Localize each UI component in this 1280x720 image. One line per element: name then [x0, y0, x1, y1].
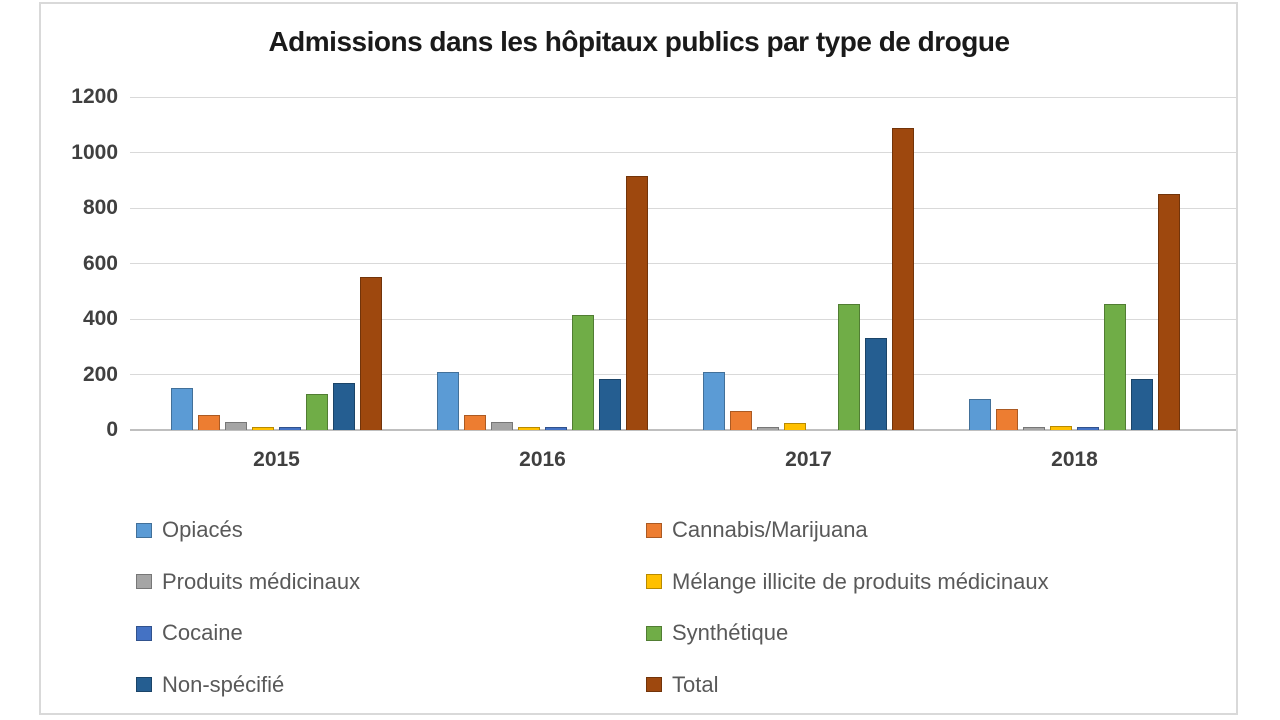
gridline: [130, 96, 1236, 98]
y-axis-tick-label: 400: [82, 307, 118, 330]
bar-m-lange-illicite-de-produits-m-dicinaux-2017: [784, 423, 806, 430]
bar-cocaine-2015: [279, 427, 301, 430]
legend-swatch-icon: [136, 677, 152, 692]
bar-m-lange-illicite-de-produits-m-dicinaux-2018: [1050, 425, 1072, 430]
x-axis-line: [130, 429, 1236, 431]
y-axis-tick-label: 800: [82, 196, 118, 219]
bar-cocaine-2016: [545, 427, 567, 430]
legend-swatch-icon: [646, 574, 662, 589]
bar-cannabis-marijuana-2016: [464, 414, 486, 430]
y-axis-tick-label: 1000: [71, 140, 118, 164]
legend-item-m-lange-illicite-de-produits-m-dicinaux: Mélange illicite de produits médicinaux: [646, 567, 1049, 597]
bar-opiac-s-2017: [703, 371, 725, 430]
bar-produits-m-dicinaux-2018: [1023, 427, 1045, 430]
gridline: [130, 207, 1236, 209]
gridline: [130, 318, 1236, 320]
bar-opiac-s-2018: [969, 399, 991, 430]
bar-total-2016: [626, 176, 648, 430]
bar-cocaine-2018: [1077, 427, 1099, 430]
bar-opiac-s-2016: [437, 371, 459, 430]
bar-synth-tique-2017: [838, 303, 860, 430]
bar-cannabis-marijuana-2018: [996, 409, 1018, 430]
x-axis-category-label: 2017: [785, 448, 832, 471]
gridline: [130, 374, 1236, 375]
legend-label: Opiacés: [162, 517, 243, 542]
x-axis-category-label: 2018: [1051, 448, 1098, 471]
bar-non-sp-cifi--2017: [865, 338, 887, 430]
y-axis-tick-label: 600: [82, 251, 118, 275]
legend-label: Total: [672, 671, 719, 697]
legend-swatch-icon: [136, 574, 152, 589]
legend-item-cocaine: Cocaine: [136, 618, 243, 648]
legend-item-synth-tique: Synthétique: [646, 618, 788, 648]
bar-synth-tique-2018: [1104, 303, 1126, 430]
gridline: [130, 152, 1236, 153]
x-axis-category-label: 2016: [519, 448, 566, 471]
legend-item-produits-m-dicinaux: Produits médicinaux: [136, 567, 360, 597]
legend-swatch-icon: [646, 677, 662, 692]
bar-m-lange-illicite-de-produits-m-dicinaux-2016: [518, 427, 540, 430]
bar-cannabis-marijuana-2015: [198, 414, 220, 430]
bar-opiac-s-2015: [171, 388, 193, 430]
bar-total-2015: [360, 277, 382, 430]
legend-label: Cannabis/Marijuana: [672, 517, 868, 542]
legend-swatch-icon: [646, 522, 662, 538]
bar-m-lange-illicite-de-produits-m-dicinaux-2015: [252, 427, 274, 430]
bar-produits-m-dicinaux-2015: [225, 421, 247, 430]
bar-non-sp-cifi--2015: [333, 382, 355, 430]
bar-total-2017: [892, 127, 914, 430]
legend-item-cannabis-marijuana: Cannabis/Marijuana: [646, 515, 868, 545]
legend-item-non-sp-cifi-: Non-spécifié: [136, 670, 284, 700]
gridline: [130, 263, 1236, 264]
y-axis-tick-label: 1200: [71, 85, 118, 108]
x-axis-category-label: 2015: [253, 448, 300, 471]
legend-swatch-icon: [136, 522, 152, 538]
bar-non-sp-cifi--2016: [599, 378, 621, 430]
legend-item-opiac-s: Opiacés: [136, 515, 243, 545]
legend-label: Non-spécifié: [162, 671, 285, 697]
bar-non-sp-cifi--2018: [1131, 378, 1153, 430]
bar-total-2018: [1158, 194, 1180, 430]
legend-label: Mélange illicite de produits médicinaux: [672, 568, 1049, 594]
legend-label: Cocaine: [162, 620, 243, 645]
bar-produits-m-dicinaux-2017: [757, 427, 779, 430]
legend-label: Produits médicinaux: [162, 568, 361, 594]
bar-synth-tique-2015: [306, 393, 328, 430]
y-axis-tick-label: 200: [82, 362, 118, 386]
bar-synth-tique-2016: [572, 314, 594, 430]
y-axis-tick-label: 0: [106, 418, 118, 441]
chart-title: Admissions dans les hôpitaux publics par…: [268, 26, 1010, 57]
bar-cannabis-marijuana-2017: [730, 410, 752, 430]
legend-label: Synthétique: [672, 620, 789, 645]
legend-item-total: Total: [646, 670, 718, 700]
bar-produits-m-dicinaux-2016: [491, 421, 513, 430]
legend-swatch-icon: [646, 625, 662, 641]
legend-swatch-icon: [136, 625, 152, 641]
